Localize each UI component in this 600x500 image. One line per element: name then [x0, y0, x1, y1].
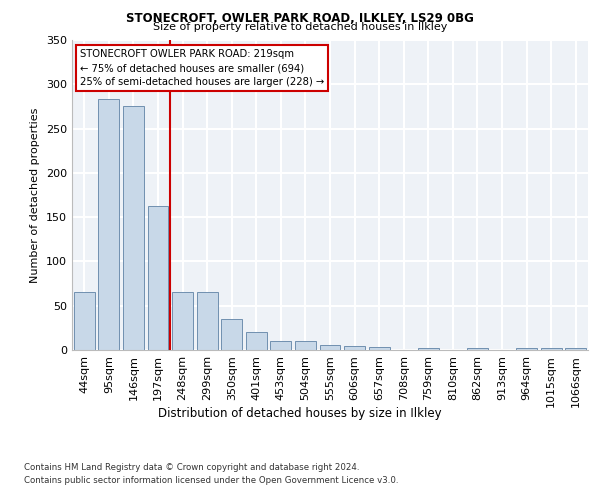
Bar: [246, 332, 267, 350]
Bar: [295, 341, 316, 350]
Bar: [516, 348, 537, 350]
Text: STONECROFT OWLER PARK ROAD: 219sqm
← 75% of detached houses are smaller (694)
25: STONECROFT OWLER PARK ROAD: 219sqm ← 75%…: [80, 50, 324, 88]
Bar: [271, 341, 292, 350]
Bar: [123, 106, 144, 350]
Bar: [467, 348, 488, 350]
Bar: [368, 348, 389, 350]
Bar: [565, 348, 586, 350]
Bar: [221, 319, 242, 350]
Y-axis label: Number of detached properties: Number of detached properties: [31, 108, 40, 282]
Text: STONECROFT, OWLER PARK ROAD, ILKLEY, LS29 0BG: STONECROFT, OWLER PARK ROAD, ILKLEY, LS2…: [126, 12, 474, 26]
Text: Size of property relative to detached houses in Ilkley: Size of property relative to detached ho…: [153, 22, 447, 32]
Bar: [320, 344, 340, 350]
Bar: [74, 292, 95, 350]
Bar: [98, 100, 119, 350]
Text: Contains public sector information licensed under the Open Government Licence v3: Contains public sector information licen…: [24, 476, 398, 485]
Bar: [541, 348, 562, 350]
Bar: [344, 346, 365, 350]
Text: Distribution of detached houses by size in Ilkley: Distribution of detached houses by size …: [158, 408, 442, 420]
Bar: [197, 292, 218, 350]
Text: Contains HM Land Registry data © Crown copyright and database right 2024.: Contains HM Land Registry data © Crown c…: [24, 462, 359, 471]
Bar: [418, 348, 439, 350]
Bar: [172, 292, 193, 350]
Bar: [148, 206, 169, 350]
